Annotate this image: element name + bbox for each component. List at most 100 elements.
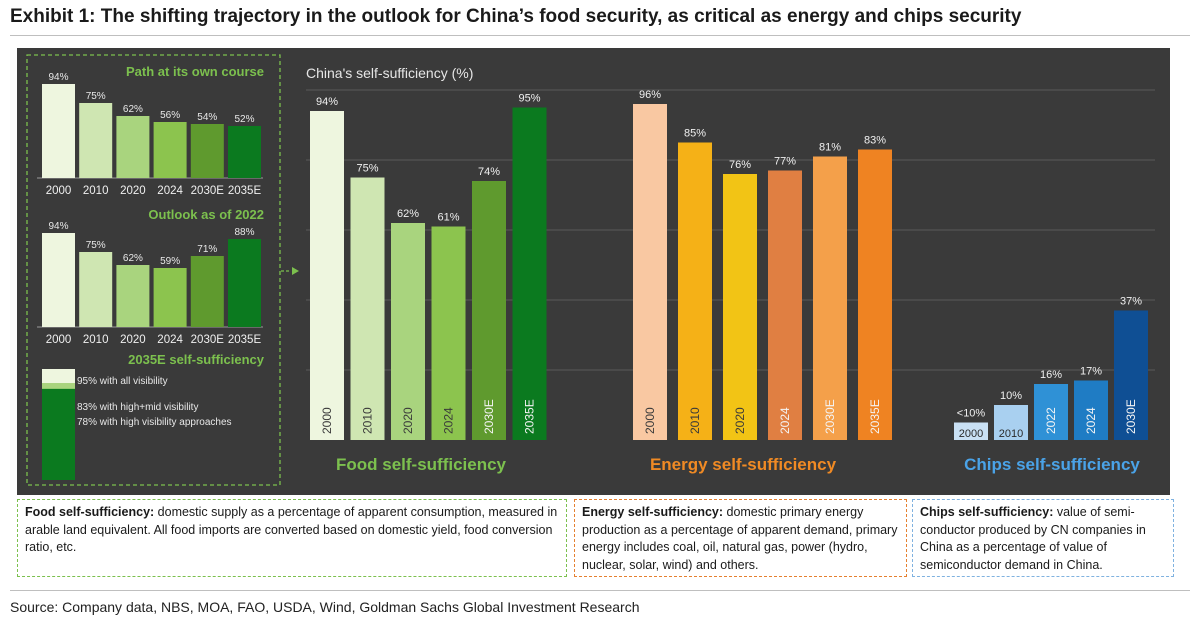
- source-rule: [10, 590, 1190, 591]
- food-bar: [391, 223, 425, 440]
- outlook-chart-category-label: 2020: [120, 334, 146, 346]
- energy-category-label: 2010: [688, 407, 702, 434]
- energy-category-label: 2000: [643, 407, 657, 434]
- energy-note-text: domestic primary energy production as a …: [582, 505, 898, 572]
- chips-value-label: 10%: [1000, 390, 1022, 402]
- path-chart-category-label: 2024: [157, 185, 183, 197]
- path-chart-bar: [42, 84, 75, 178]
- outlook-chart-value-label: 71%: [197, 244, 217, 255]
- scenario-box: [26, 54, 281, 486]
- energy-bar: [633, 104, 667, 440]
- chips-note-term: Chips self-sufficiency:: [920, 505, 1054, 519]
- visibility-label: 95% with all visibility: [77, 376, 168, 387]
- food-group-label: Food self-sufficiency: [336, 455, 507, 474]
- food-value-label: 95%: [518, 93, 540, 105]
- path-chart-bar: [116, 116, 150, 178]
- path-chart-category-label: 2035E: [228, 185, 262, 197]
- food-note-term: Food self-sufficiency:: [25, 505, 155, 519]
- chips-category-label: 2022: [1044, 407, 1058, 434]
- outlook-chart-bar: [153, 268, 187, 327]
- chips-value-label: 17%: [1080, 366, 1102, 378]
- chips-bar: [1034, 384, 1068, 440]
- outlook-chart-title: Outlook as of 2022: [148, 207, 264, 222]
- chips-value-label: 37%: [1120, 296, 1142, 308]
- connector-arrow-icon: [292, 267, 299, 275]
- outlook-chart-category-label: 2010: [83, 334, 109, 346]
- visibility-label: 83% with high+mid visibility: [77, 402, 198, 413]
- chips-bar: [954, 422, 988, 440]
- chips-group-label: Chips self-sufficiency: [964, 455, 1140, 474]
- food-category-label: 2000: [320, 407, 334, 434]
- food-value-label: 94%: [316, 96, 338, 108]
- chips-category-label: 2000: [959, 428, 983, 440]
- food-bar: [472, 181, 506, 440]
- path-chart-value-label: 54%: [197, 112, 217, 123]
- outlook-chart-value-label: 75%: [86, 240, 106, 251]
- food-value-label: 61%: [437, 212, 459, 224]
- food-bar: [512, 107, 547, 440]
- energy-bar: [813, 156, 847, 440]
- energy-value-label: 76%: [729, 159, 751, 171]
- outlook-chart-bar: [79, 252, 113, 327]
- energy-value-label: 83%: [864, 135, 886, 147]
- energy-category-label: 2030E: [823, 399, 837, 434]
- energy-value-label: 85%: [684, 128, 706, 140]
- path-chart-title: Path at its own course: [126, 64, 264, 79]
- outlook-chart-category-label: 2024: [157, 334, 183, 346]
- path-chart-category-label: 2030E: [191, 185, 225, 197]
- outlook-chart-category-label: 2035E: [228, 334, 262, 346]
- outlook-chart-bar: [228, 239, 261, 327]
- path-chart-bar: [79, 103, 113, 178]
- path-chart-bar: [153, 122, 187, 178]
- path-chart-bar: [190, 124, 224, 178]
- chips-note-text: value of semi-conductor produced by CN c…: [920, 505, 1146, 572]
- path-chart-value-label: 62%: [123, 104, 143, 115]
- visibility-title: 2035E self-sufficiency: [128, 352, 265, 367]
- chips-bar: [1074, 380, 1108, 440]
- energy-bar: [858, 149, 892, 440]
- chips-category-label: 2030E: [1124, 399, 1138, 434]
- chips-value-label: 16%: [1040, 369, 1062, 381]
- food-category-label: 2020: [401, 407, 415, 434]
- outlook-chart-value-label: 94%: [48, 221, 68, 232]
- food-value-label: 62%: [397, 208, 419, 220]
- food-bar: [431, 226, 466, 440]
- energy-category-label: 2035E: [868, 399, 882, 434]
- chips-category-label: 2010: [999, 428, 1023, 440]
- outlook-chart-bar: [190, 256, 224, 327]
- path-chart-value-label: 52%: [234, 114, 254, 125]
- chips-category-label: 2024: [1084, 407, 1098, 434]
- chips-note: Chips self-sufficiency: value of semi-co…: [912, 499, 1174, 577]
- energy-category-label: 2024: [778, 407, 792, 434]
- exhibit-title: Exhibit 1: The shifting trajectory in th…: [10, 6, 1022, 27]
- energy-bar: [723, 174, 757, 440]
- energy-value-label: 81%: [819, 142, 841, 154]
- food-note: Food self-sufficiency: domestic supply a…: [17, 499, 567, 577]
- energy-group-label: Energy self-sufficiency: [650, 455, 837, 474]
- food-value-label: 74%: [478, 166, 500, 178]
- food-bar: [310, 111, 344, 440]
- energy-note: Energy self-sufficiency: domestic primar…: [574, 499, 907, 577]
- path-chart-category-label: 2020: [120, 185, 146, 197]
- visibility-segment: [42, 388, 75, 480]
- title-rule: [10, 35, 1190, 36]
- visibility-label: 78% with high visibility approaches: [77, 417, 232, 428]
- chips-value-label: <10%: [957, 408, 986, 420]
- path-chart-value-label: 94%: [48, 72, 68, 83]
- energy-value-label: 77%: [774, 156, 796, 168]
- path-chart-value-label: 75%: [86, 91, 106, 102]
- food-category-label: 2024: [442, 407, 456, 434]
- chips-bar: [994, 405, 1028, 440]
- food-category-label: 2030E: [482, 399, 496, 434]
- food-bar: [350, 177, 385, 440]
- outlook-chart-bar: [116, 265, 150, 327]
- source-note: Source: Company data, NBS, MOA, FAO, USD…: [10, 599, 640, 615]
- outlook-chart-category-label: 2030E: [191, 334, 225, 346]
- energy-category-label: 2020: [733, 407, 747, 434]
- energy-value-label: 96%: [639, 89, 661, 101]
- energy-note-term: Energy self-sufficiency:: [582, 505, 724, 519]
- energy-bar: [768, 170, 802, 440]
- outlook-chart-value-label: 88%: [234, 227, 254, 238]
- food-category-label: 2010: [361, 407, 375, 434]
